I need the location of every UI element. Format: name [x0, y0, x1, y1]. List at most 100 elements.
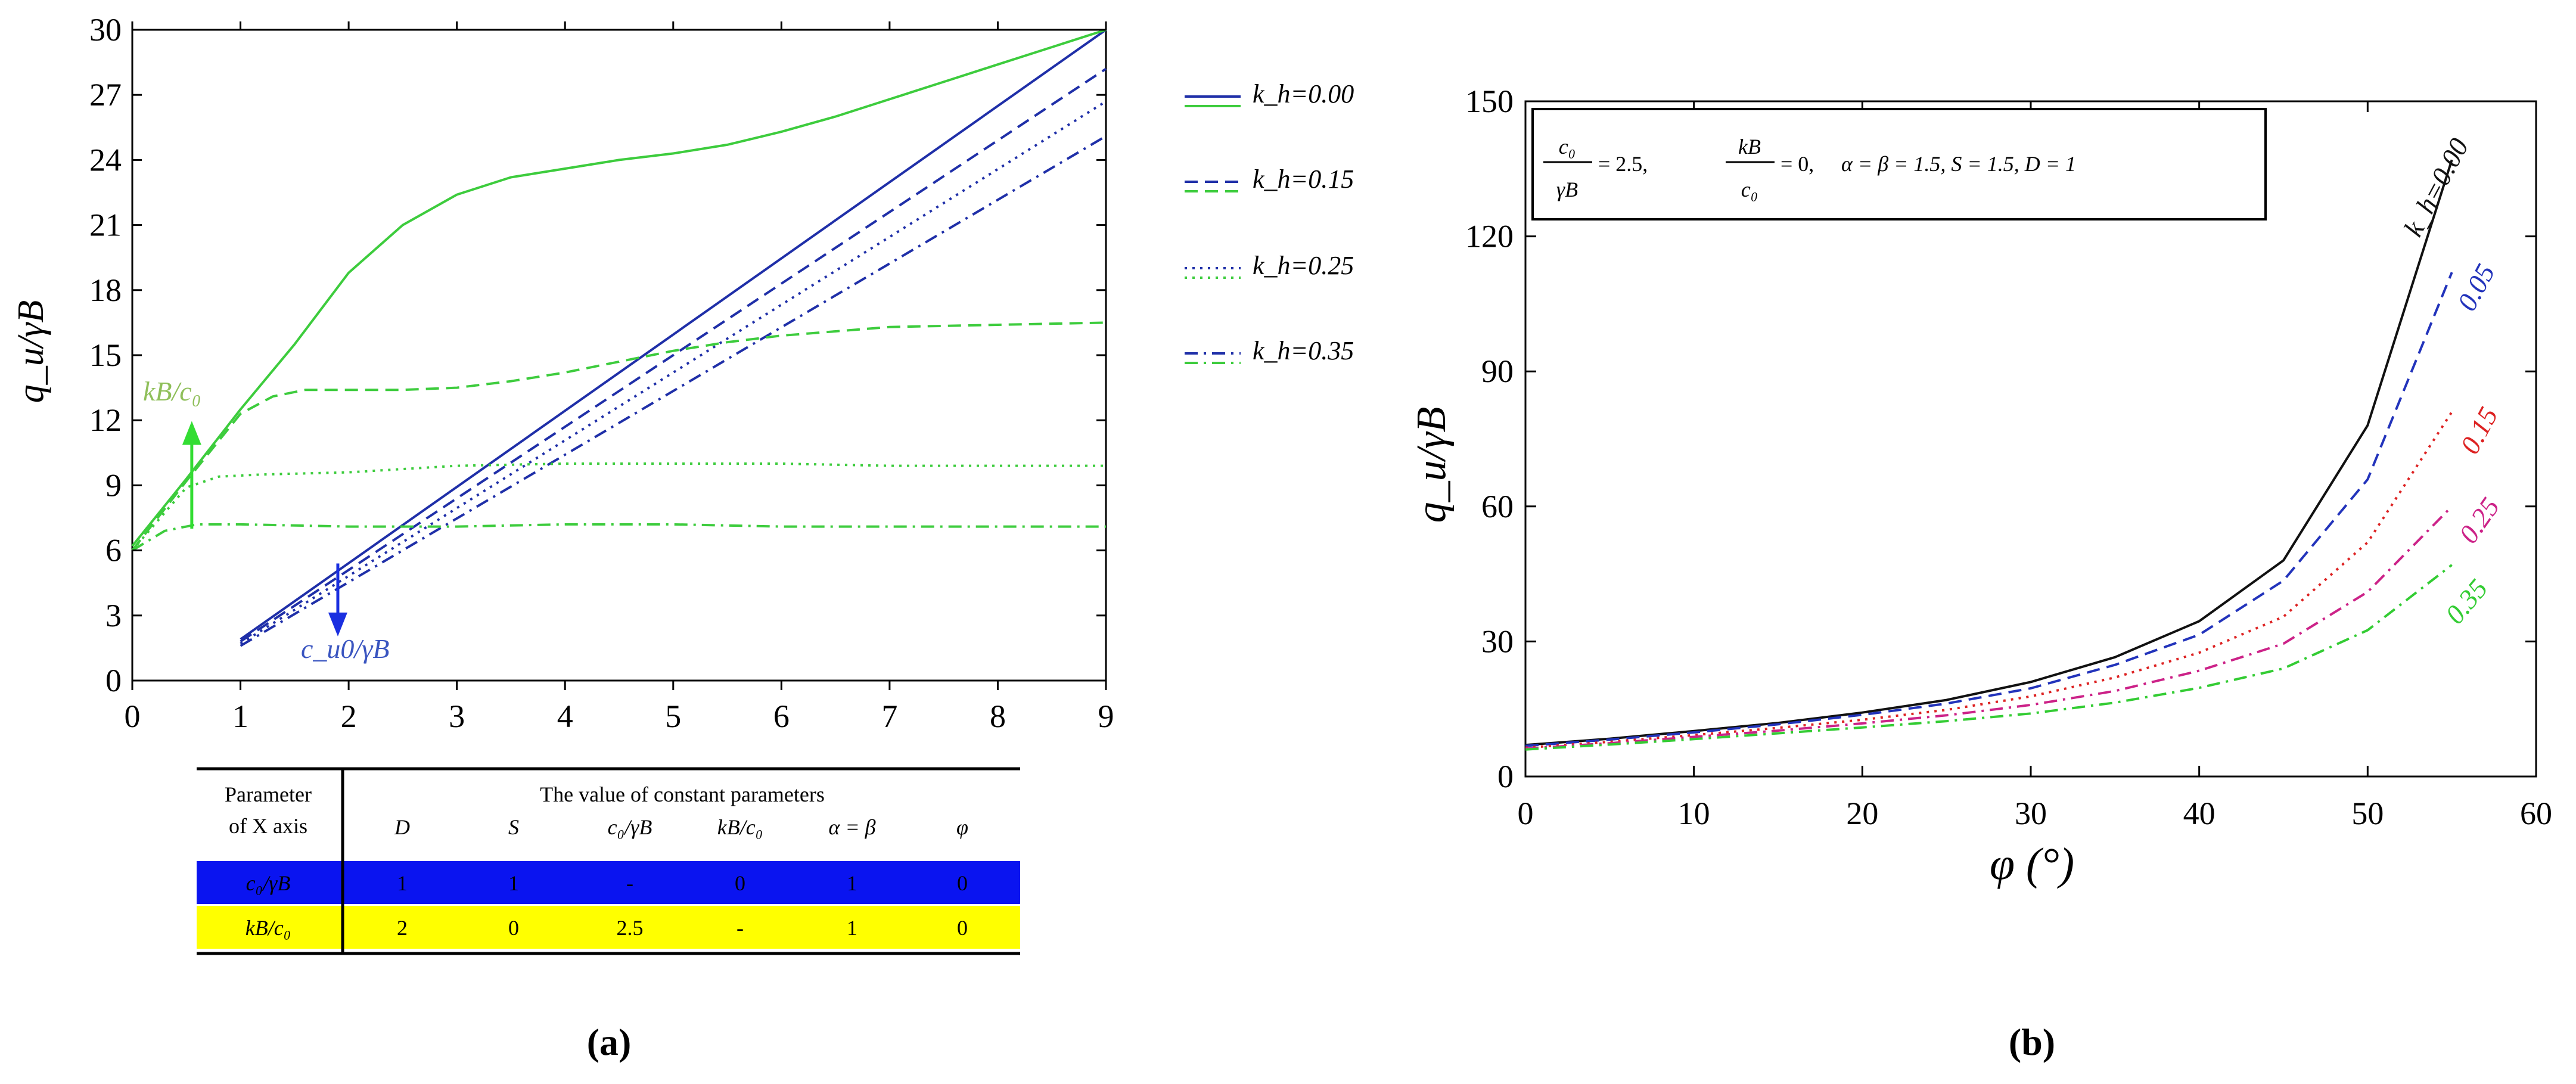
legend-label: k_h=0.00 — [1253, 79, 1354, 108]
series-line-b-4 — [1525, 564, 2453, 751]
table-row-param: c₀/γB — [246, 871, 291, 895]
y-tick-label-b: 30 — [1481, 623, 1514, 659]
table-column-header: α = β — [828, 815, 875, 839]
y-tick-label-a: 3 — [105, 598, 122, 633]
gammaB-denominator: γB — [1556, 178, 1578, 201]
series-line-a-kBc0-6 — [131, 462, 1106, 551]
legend-label: k_h=0.15 — [1253, 164, 1354, 194]
series-line-a-kBc0-5 — [131, 321, 1107, 551]
table-cell: 0 — [508, 916, 519, 940]
curve-label-2: 0.15 — [2454, 402, 2504, 459]
remaining-parameters: α = β = 1.5, S = 1.5, D = 1 — [1841, 152, 2076, 176]
table-header-left-1: Parameter — [225, 782, 312, 806]
table-cell: 2.5 — [617, 916, 644, 940]
y-tick-label-a: 0 — [105, 663, 122, 698]
table-cell: 1 — [508, 871, 519, 895]
table-column-header: S — [508, 815, 519, 839]
y-tick-label-b: 60 — [1481, 489, 1514, 524]
c0-denominator: c₀ — [1741, 178, 1758, 201]
y-tick-label-b: 0 — [1497, 759, 1514, 794]
y-tick-label-a: 27 — [89, 77, 122, 113]
curve-label-4: 0.35 — [2440, 573, 2494, 629]
y-tick-label-b: 90 — [1481, 353, 1514, 389]
y-axis-label-b: q_u/γB — [1409, 407, 1455, 523]
series-line-a-c0B-2 — [240, 100, 1107, 645]
y-tick-label-a: 9 — [105, 467, 122, 503]
cu0-annotation: c_u0/γB — [301, 633, 389, 664]
x-tick-label-b: 30 — [2015, 796, 2047, 831]
series-line-a-c0B-0 — [240, 29, 1107, 641]
x-tick-label-b: 40 — [2183, 796, 2215, 831]
series-line-a-c0B-3 — [240, 135, 1107, 647]
y-axis-label-a: q_u/γB — [11, 300, 51, 403]
c0-gammaB-value: = 2.5, — [1598, 152, 1648, 176]
y-tick-label-a: 6 — [105, 533, 122, 569]
table-cell: - — [737, 916, 744, 940]
y-tick-label-a: 21 — [89, 207, 122, 243]
y-tick-label-a: 12 — [89, 402, 122, 438]
x-tick-label-a: 7 — [881, 698, 897, 734]
y-tick-label-a: 30 — [89, 12, 122, 48]
series-line-b-2 — [1525, 411, 2453, 749]
table-column-header: kB/c₀ — [717, 815, 763, 839]
x-tick-label-a: 0 — [125, 698, 141, 734]
table-row-bg — [197, 906, 1020, 949]
legend-label: k_h=0.35 — [1253, 336, 1354, 365]
y-tick-label-b: 120 — [1465, 219, 1514, 254]
x-axis-label-b: φ (°) — [1990, 839, 2074, 889]
table-header-left-2: of X axis — [229, 814, 307, 838]
kB-c0-arrow-head — [182, 421, 201, 445]
table-cell: 0 — [735, 871, 745, 895]
x-tick-label-a: 4 — [557, 698, 573, 734]
series-line-a-kBc0-4 — [131, 29, 1107, 547]
x-tick-label-a: 2 — [341, 698, 357, 734]
table-cell: 1 — [397, 871, 408, 895]
table-cell: 0 — [957, 916, 968, 940]
curve-label-3: 0.25 — [2453, 492, 2505, 549]
kB-c0-value: = 0, — [1780, 152, 1814, 176]
table-row-bg — [197, 861, 1020, 904]
kB-numerator: kB — [1738, 135, 1761, 159]
x-tick-label-b: 50 — [2351, 796, 2384, 831]
series-line-b-0 — [1525, 159, 2453, 747]
table-cell: 1 — [847, 871, 857, 895]
curve-label-0: k_h=0.00 — [2398, 133, 2475, 241]
y-tick-label-a: 18 — [89, 272, 122, 308]
x-tick-label-b: 10 — [1678, 796, 1710, 831]
series-line-b-1 — [1525, 272, 2453, 747]
x-tick-label-a: 5 — [665, 698, 681, 734]
x-tick-label-a: 6 — [773, 698, 790, 734]
x-tick-label-a: 3 — [449, 698, 465, 734]
x-tick-label-a: 8 — [990, 698, 1006, 734]
table-column-header: c₀/γB — [608, 815, 652, 839]
table-cell: 2 — [397, 916, 408, 940]
y-tick-label-b: 150 — [1465, 83, 1514, 119]
plot-frame-a — [131, 29, 1107, 682]
series-line-a-kBc0-7 — [131, 523, 1106, 552]
cu0-arrow-head — [328, 612, 347, 636]
x-tick-label-a: 9 — [1098, 698, 1114, 734]
y-tick-label-a: 15 — [89, 337, 122, 373]
table-column-header: D — [394, 815, 410, 839]
c0-numerator: c₀ — [1559, 135, 1576, 159]
caption-a: (a) — [587, 1021, 632, 1063]
table-column-header: φ — [956, 815, 968, 839]
x-tick-label-b: 0 — [1518, 796, 1534, 831]
kB-c0-annotation: kB/c₀ — [143, 376, 201, 406]
x-tick-label-a: 1 — [232, 698, 248, 734]
table-header-right: The value of constant parameters — [540, 782, 825, 806]
curve-label-1: 0.05 — [2451, 259, 2501, 316]
table-cell: - — [626, 871, 633, 895]
series-line-b-3 — [1525, 505, 2453, 750]
parameter-table: Parameter of X axis The value of constant … — [197, 767, 1020, 955]
series-line-a-c0B-1 — [240, 67, 1107, 643]
parameter-box: c₀ γB = 2.5, kB c₀ = 0, α = β = 1.5, S =… — [1531, 108, 2267, 220]
x-tick-label-b: 60 — [2520, 796, 2552, 831]
table-cell: 1 — [847, 916, 857, 940]
x-tick-label-b: 20 — [1846, 796, 1878, 831]
table-cell: 0 — [957, 871, 968, 895]
legend-a: k_h=0.00 k_h=0.15 k_h=0.25 k_h=0.35 — [1185, 79, 1354, 365]
